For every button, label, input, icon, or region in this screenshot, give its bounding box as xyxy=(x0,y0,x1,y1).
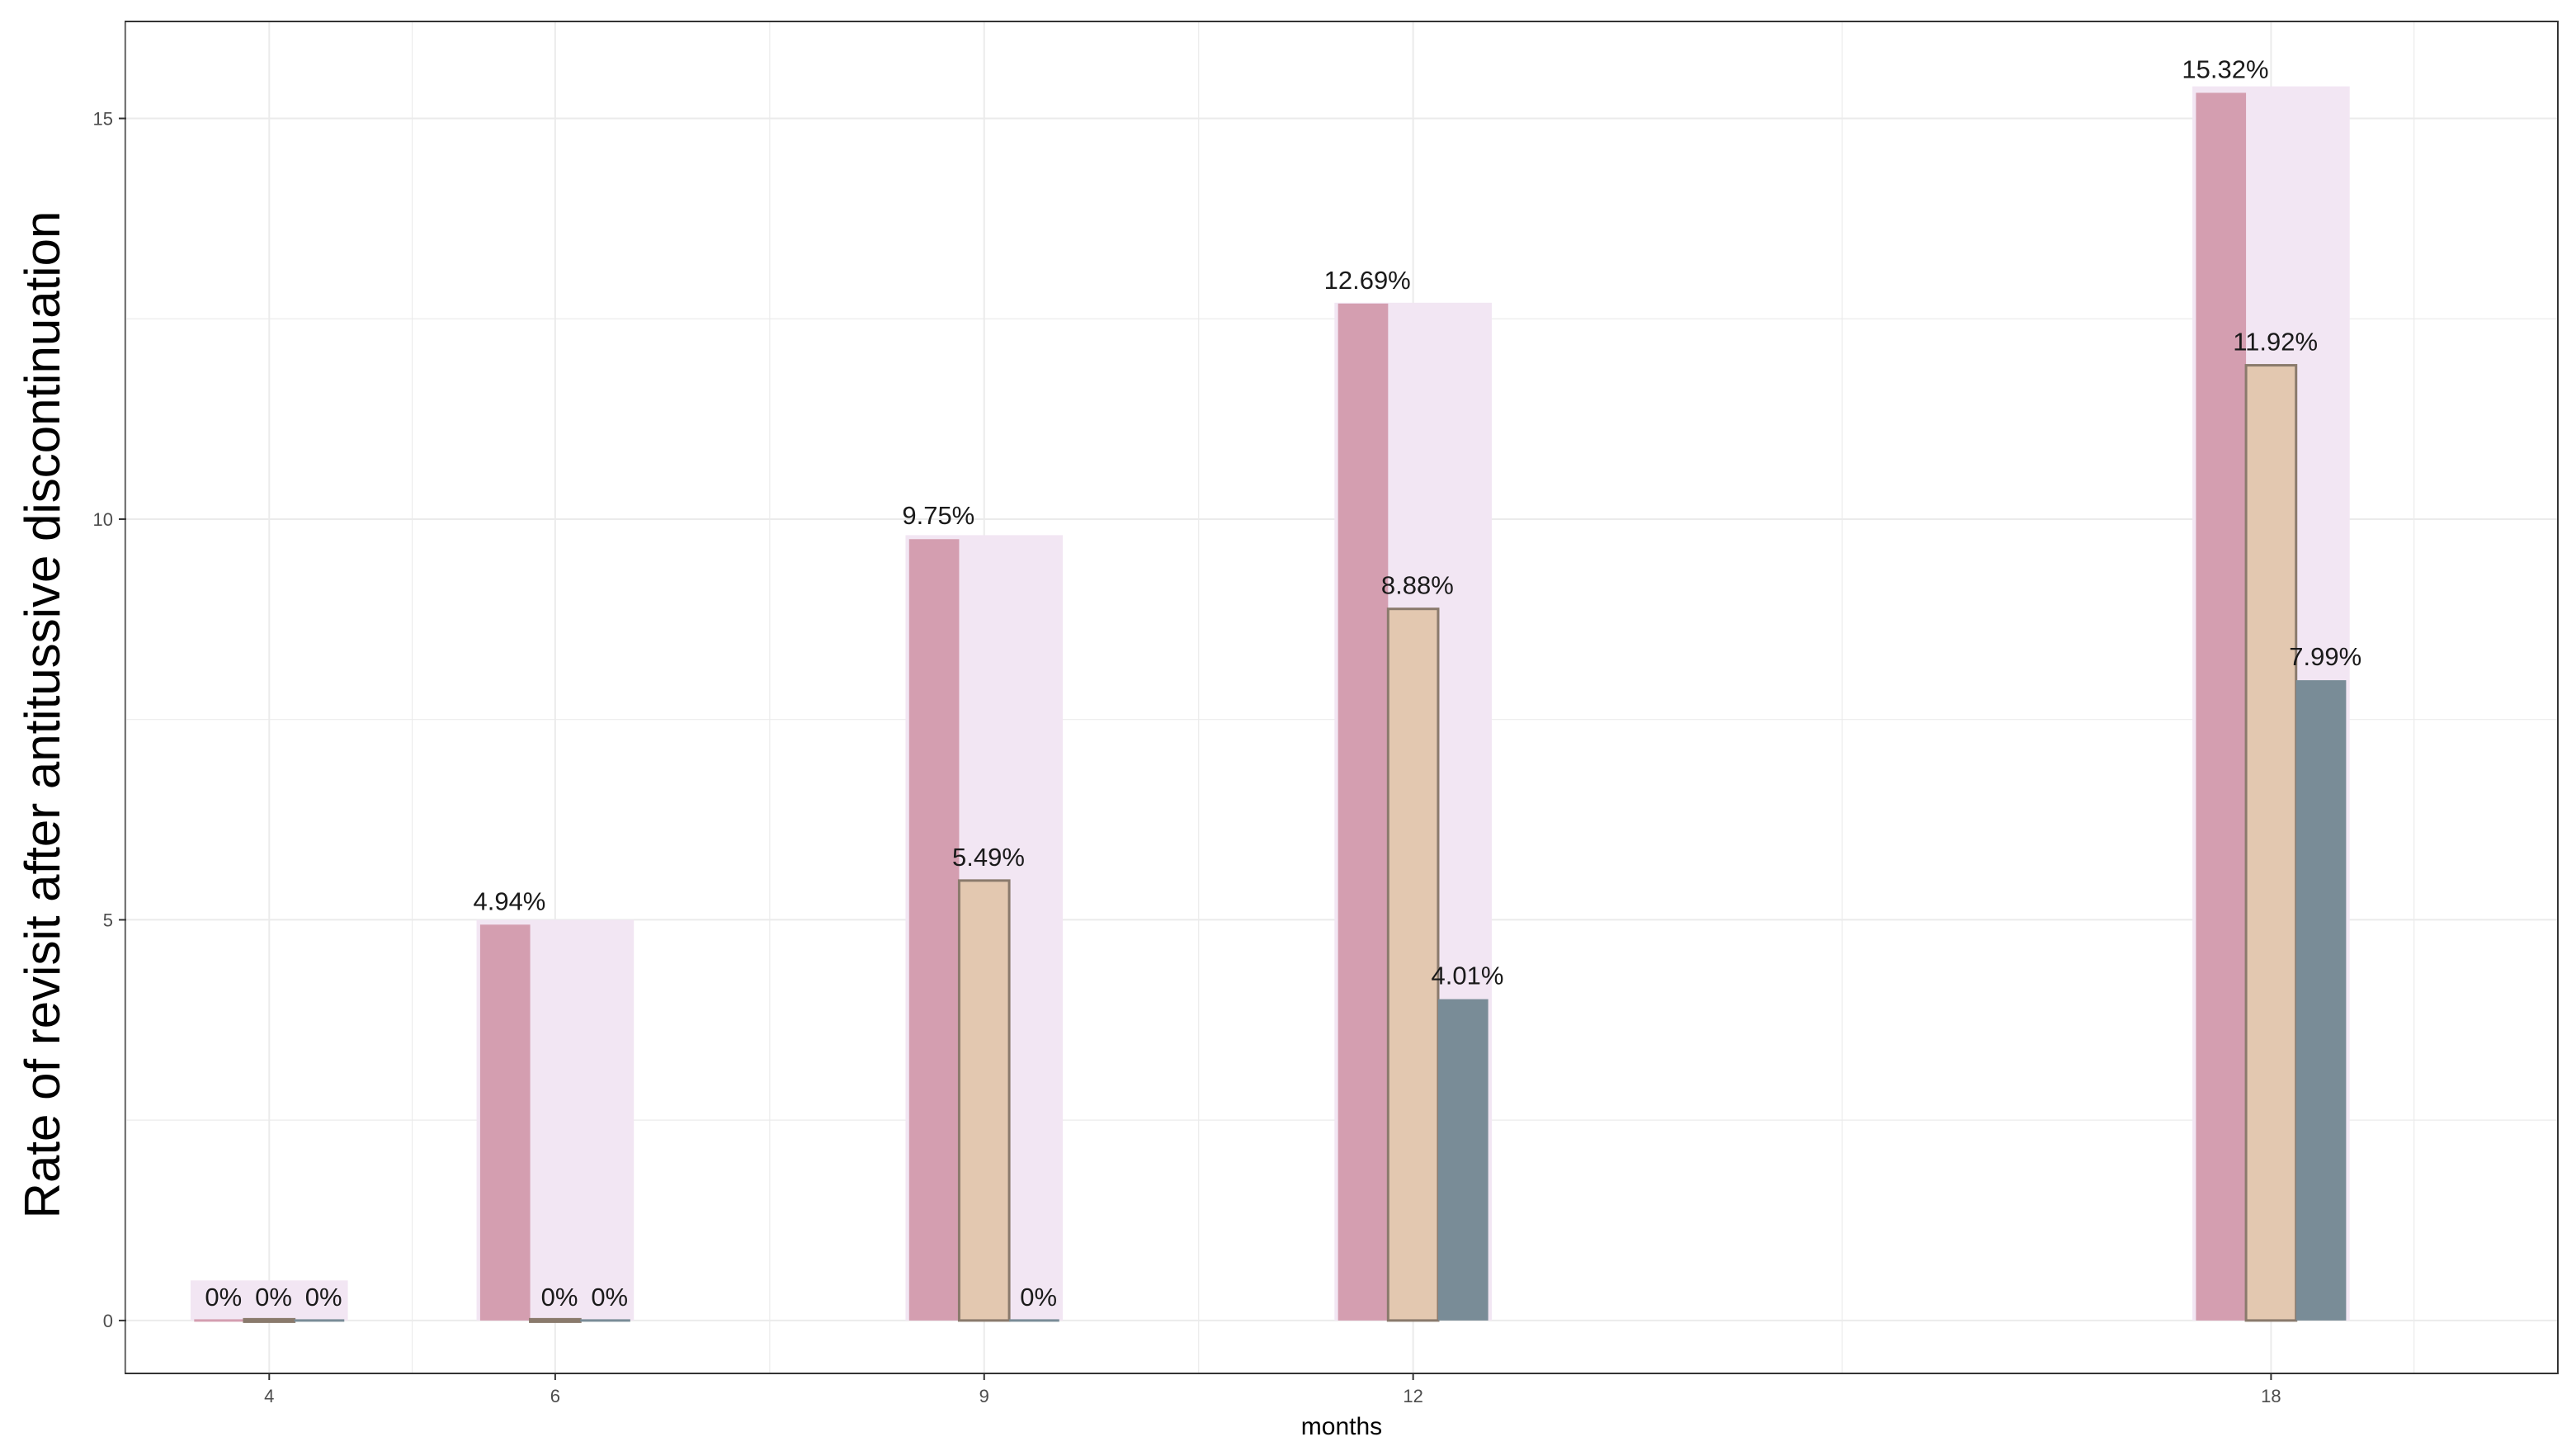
data-label: 8.88% xyxy=(1381,571,1454,600)
x-tick-label: 6 xyxy=(550,1386,560,1406)
x-tick-label: 12 xyxy=(1403,1386,1422,1406)
bar xyxy=(243,1317,296,1323)
bar xyxy=(2295,680,2347,1321)
x-axis-ticks: 4 6 9 12 18 xyxy=(264,1373,2281,1406)
data-label: 12.69% xyxy=(1324,266,1411,295)
bar xyxy=(529,1317,582,1323)
bar xyxy=(2196,92,2247,1321)
data-label: 9.75% xyxy=(902,501,974,530)
data-label: 0% xyxy=(541,1283,578,1312)
data-label: 7.99% xyxy=(2289,642,2361,671)
data-label: 0% xyxy=(255,1283,292,1312)
y-axis-title: Rate of revisit after antitussive discon… xyxy=(15,211,70,1219)
data-label: 0% xyxy=(305,1283,342,1312)
data-labels: 0% 4.94% 9.75% 12.69% 15.32% 0% 0% 5.49% 8.88% 11… xyxy=(205,54,2361,1311)
data-label: 4.94% xyxy=(473,886,545,915)
bars xyxy=(194,92,2347,1323)
bar xyxy=(1338,303,1389,1321)
x-axis-title: months xyxy=(1301,1413,1382,1440)
data-label: 11.92% xyxy=(2233,328,2318,357)
bar xyxy=(957,879,1011,1322)
y-tick-label: 15 xyxy=(93,109,113,130)
x-tick-label: 4 xyxy=(264,1386,274,1406)
data-label: 5.49% xyxy=(952,843,1025,872)
bar xyxy=(1386,607,1440,1322)
data-label: 4.01% xyxy=(1432,962,1504,990)
background-bar xyxy=(190,1280,348,1321)
bar xyxy=(1009,1319,1059,1322)
y-tick-label: 10 xyxy=(93,509,113,530)
y-tick-label: 0 xyxy=(103,1311,113,1331)
data-label: 15.32% xyxy=(2182,54,2268,83)
bar xyxy=(580,1319,630,1322)
y-tick-label: 5 xyxy=(103,910,113,930)
x-tick-label: 9 xyxy=(979,1386,989,1406)
bar xyxy=(479,924,531,1321)
data-label: 0% xyxy=(1020,1283,1057,1312)
bar xyxy=(1437,999,1489,1321)
bar xyxy=(294,1319,345,1322)
data-label: 0% xyxy=(591,1283,628,1312)
y-axis-ticks: 0 5 10 15 xyxy=(93,109,126,1331)
bar xyxy=(908,539,960,1321)
data-label: 0% xyxy=(205,1283,242,1312)
bar xyxy=(194,1319,244,1322)
bar xyxy=(2244,364,2298,1322)
x-tick-label: 18 xyxy=(2261,1386,2281,1406)
